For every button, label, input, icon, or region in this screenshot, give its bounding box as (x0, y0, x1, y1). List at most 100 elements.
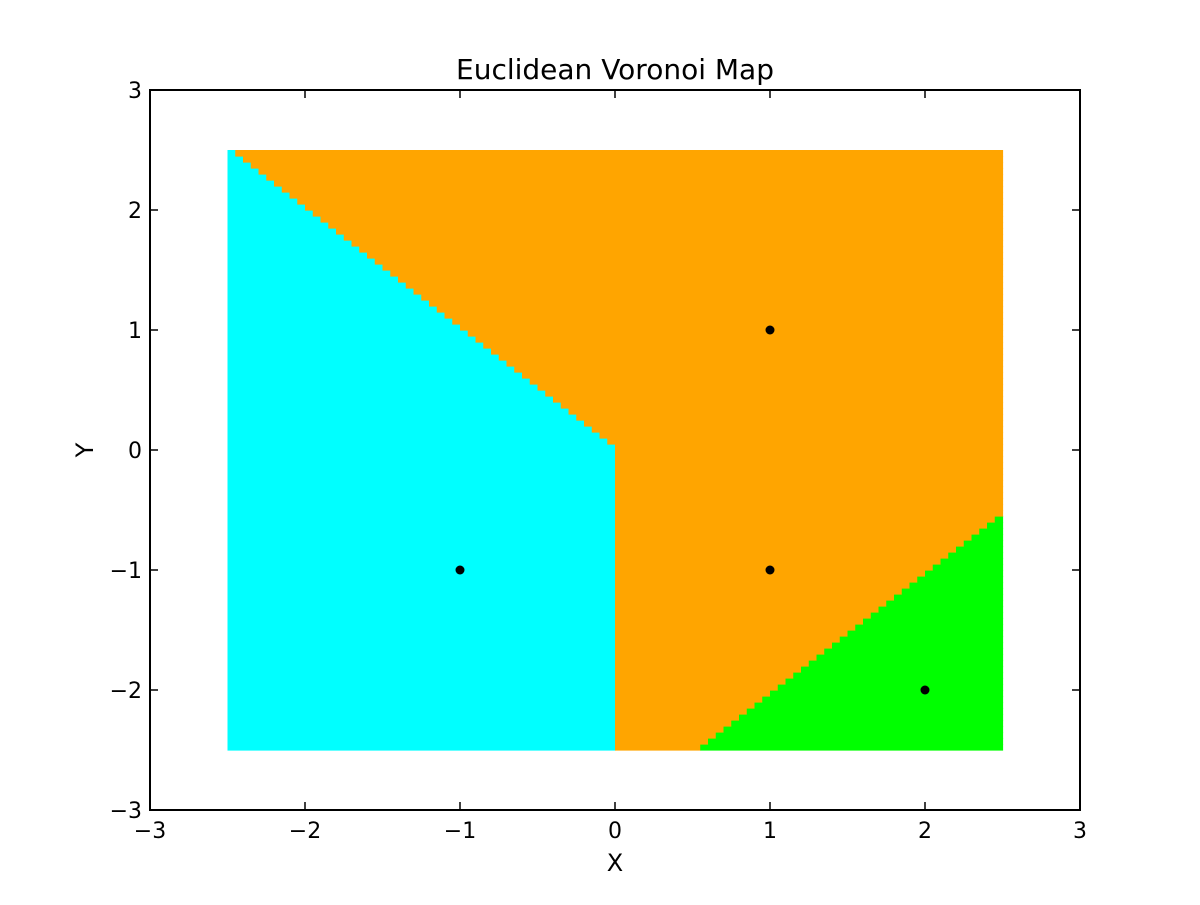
x-axis-label: X (607, 849, 623, 877)
voronoi-cell (227, 348, 492, 355)
voronoi-cell (227, 300, 430, 307)
voronoi-cell (227, 498, 616, 505)
voronoi-cell (940, 558, 1004, 565)
voronoi-cell (615, 582, 911, 589)
voronoi-cell (615, 618, 864, 625)
voronoi-cell (320, 216, 1004, 223)
voronoi-cell (227, 456, 616, 463)
voronoi-cell (855, 624, 1004, 631)
voronoi-cell (227, 318, 453, 325)
voronoi-cell (615, 576, 918, 583)
voronoi-cell (227, 630, 616, 637)
voronoi-cell (227, 354, 500, 361)
voronoi-cell (227, 282, 407, 289)
voronoi-cell (227, 690, 616, 697)
voronoi-cell (514, 366, 1004, 373)
voronoi-cell (444, 312, 1004, 319)
voronoi-cell (227, 330, 469, 337)
voronoi-cell (901, 588, 1004, 595)
voronoi-cell (227, 582, 616, 589)
voronoi-cell (832, 642, 1004, 649)
voronoi-cell (529, 378, 1004, 385)
voronoi-cell (615, 660, 810, 667)
voronoi-cell (227, 720, 616, 727)
voronoi-cell (615, 708, 748, 715)
voronoi-cell (351, 240, 1004, 247)
voronoi-cell (932, 564, 1004, 571)
voronoi-cell (227, 534, 616, 541)
voronoi-cell (615, 498, 1004, 505)
x-tick-label: 1 (763, 819, 777, 844)
voronoi-cell (615, 552, 949, 559)
voronoi-cell (227, 246, 360, 253)
voronoi-cell (227, 588, 616, 595)
voronoi-cell (227, 492, 616, 499)
voronoi-cell (227, 510, 616, 517)
voronoi-cell (227, 636, 616, 643)
voronoi-cell (615, 732, 717, 739)
voronoi-cell (227, 162, 252, 169)
voronoi-cell (227, 702, 616, 709)
voronoi-cell (615, 600, 887, 607)
voronoi-cell (227, 258, 376, 265)
voronoi-cell (483, 342, 1004, 349)
voronoi-cell (700, 744, 1004, 751)
voronoi-cell (390, 270, 1004, 277)
voronoi-cell (250, 162, 1004, 169)
voronoi-cell (793, 672, 1004, 679)
voronoi-cell (948, 552, 1004, 559)
voronoi-cell (227, 648, 616, 655)
voronoi-cell (227, 288, 415, 295)
voronoi-cell (731, 720, 1004, 727)
voronoi-cell (227, 204, 306, 211)
voronoi-cell (227, 714, 616, 721)
voronoi-cell (305, 204, 1004, 211)
voronoi-cell (227, 738, 616, 745)
voronoi-cell (746, 708, 1004, 715)
voronoi-cell (560, 402, 1004, 409)
voronoi-cell (227, 180, 275, 187)
voronoi-cell (343, 234, 1004, 241)
voronoi-cell (227, 732, 616, 739)
voronoi-cell (615, 492, 1004, 499)
voronoi-cell (545, 390, 1004, 397)
voronoi-cell (615, 510, 1004, 517)
voronoi-cell (227, 624, 616, 631)
voronoi-cell (615, 546, 957, 553)
voronoi-cell (615, 726, 725, 733)
voronoi-cell (615, 516, 996, 523)
voronoi-cell (227, 186, 283, 193)
voronoi-cell (227, 450, 616, 457)
voronoi-cell (227, 642, 616, 649)
voronoi-cell (227, 324, 461, 331)
voronoi-cell (227, 606, 616, 613)
voronoi-cell (289, 192, 1004, 199)
voronoi-cell (227, 480, 616, 487)
voronoi-cell (762, 696, 1004, 703)
voronoi-cell (568, 408, 1004, 415)
x-tick-label: −3 (134, 819, 166, 844)
voronoi-cell (615, 528, 980, 535)
voronoi-cell (405, 282, 1004, 289)
voronoi-cell (227, 396, 554, 403)
voronoi-cell (615, 540, 965, 547)
voronoi-cell (816, 654, 1004, 661)
voronoi-cell (227, 306, 438, 313)
voronoi-cell (615, 654, 818, 661)
voronoi-cell (227, 234, 345, 241)
voronoi-cell (227, 432, 601, 439)
voronoi-cell (227, 420, 585, 427)
voronoi-cell (227, 570, 616, 577)
site-point (920, 685, 930, 695)
voronoi-cell (227, 174, 267, 181)
voronoi-cell (227, 366, 515, 373)
voronoi-cell (584, 420, 1004, 427)
voronoi-cell (615, 564, 934, 571)
voronoi-cell (615, 648, 825, 655)
voronoi-cell (615, 690, 771, 697)
voronoi-cell (266, 174, 1004, 181)
voronoi-cell (615, 504, 1004, 511)
voronoi-cell (227, 384, 539, 391)
voronoi-cell (328, 222, 1004, 229)
